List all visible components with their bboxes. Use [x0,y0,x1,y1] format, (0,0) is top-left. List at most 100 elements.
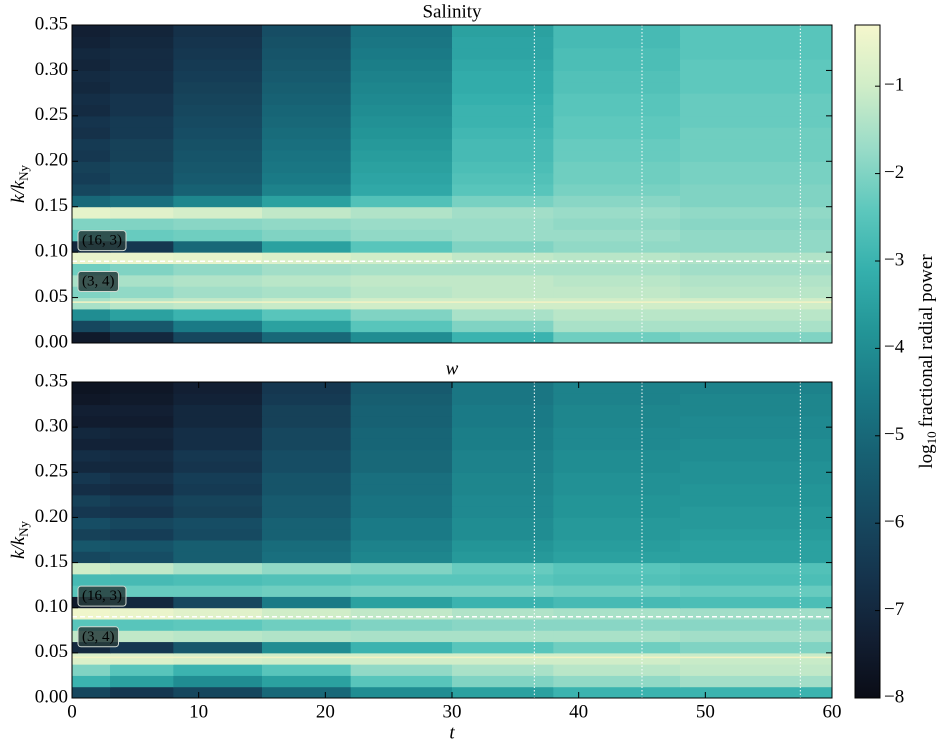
heatmap-cell [173,218,263,230]
heatmap-cell [553,585,681,597]
heatmap-cell [72,184,111,196]
heatmap-cell [72,686,111,699]
heatmap-cell [72,25,111,37]
heatmap-cell [72,664,111,676]
heatmap-cell [553,104,681,117]
heatmap-cell [173,585,263,597]
heatmap-cell [452,104,554,117]
x-tick-label: 20 [316,701,335,722]
heatmap-cell [680,115,833,128]
heatmap-cell [72,573,111,586]
heatmap-cell [262,172,352,185]
heatmap-cell [110,438,174,451]
heatmap-cell [262,540,352,552]
y-tick-label: 0.15 [35,195,68,216]
heatmap-cell [173,184,263,196]
heatmap-cell [350,59,453,71]
heatmap-cell [262,675,352,688]
heatmap-cell [72,59,111,71]
heatmap-cell [173,206,263,219]
heatmap-cell [110,427,174,439]
heatmap-cell [452,59,554,71]
heatmap-cell [553,25,681,37]
heatmap-cell [173,483,263,496]
colorbar-label: log10 fractional radial power [916,254,939,469]
heatmap-cell [350,229,453,242]
heatmap-cell [680,506,833,518]
colorbar-tick-label: −2 [884,162,904,183]
heatmap-cell [173,70,263,83]
heatmap-cell [680,195,833,208]
heatmap-cell [262,619,352,631]
heatmap-cell [452,517,554,530]
heatmap-cell [350,161,453,174]
heatmap-cell [680,573,833,586]
heatmap-cell [680,461,833,473]
heatmap-cell [173,320,263,333]
x-tick-label: 40 [569,701,588,722]
heatmap-cell [553,138,681,151]
x-tick-label: 30 [443,701,462,722]
heatmap-cell [680,528,833,541]
heatmap-cell [350,438,453,451]
heatmap-cell [350,206,453,219]
heatmap-cell [350,427,453,439]
heatmap-cell [553,483,681,496]
heatmap-cell [262,630,352,643]
heatmap-cell [110,483,174,496]
heatmap-cell [350,93,453,105]
heatmap-cell [110,206,174,219]
heatmap-cell [173,517,263,530]
heatmap-cell [72,562,111,575]
heatmap-cell [680,104,833,117]
heatmap-cell [680,70,833,83]
heatmap-cell [72,449,111,462]
heatmap-cell [452,263,554,276]
heatmap-cell [72,297,111,310]
heatmap-cell [452,252,554,264]
heatmap-cell [262,138,352,151]
heatmap-cell [553,619,681,631]
heatmap-cell [680,149,833,162]
heatmap-cell [262,263,352,276]
y-axis-label-main: k/k [8,180,29,203]
annotation-box [77,230,127,252]
heatmap-cell [553,218,681,230]
heatmap-cell [262,641,352,654]
heatmap-cell [173,641,263,654]
heatmap-cell [173,331,263,344]
heatmap-cell [72,494,111,507]
heatmap-cell [553,161,681,174]
heatmap-cell [110,70,174,83]
y-tick-label: 0.25 [35,104,68,125]
heatmap-cell [173,449,263,462]
heatmap-cell [110,36,174,49]
heatmap-cell [110,528,174,541]
heatmap-cell [72,104,111,117]
heatmap-cell [110,619,174,631]
heatmap-cell [262,607,352,620]
heatmap-cell [262,404,352,417]
heatmap-cell [452,562,554,575]
heatmap-cell [680,562,833,575]
heatmap-cell [173,427,263,439]
x-tick-label: 60 [823,701,842,722]
heatmap-cell [553,274,681,287]
x-axis-label: t [449,722,455,743]
heatmap-cell [110,229,174,242]
heatmap-cell [350,461,453,473]
heatmap-cell [452,540,554,552]
heatmap-cell [452,25,554,37]
heatmap-cell [110,393,174,406]
heatmap-cell [110,195,174,208]
heatmap-cell [680,47,833,60]
y-tick-label: 0.30 [35,59,68,80]
heatmap-cell [553,59,681,71]
heatmap-cell [350,573,453,586]
heatmap-cell [262,149,352,162]
heatmap-cell [350,81,453,94]
heatmap-cell [553,229,681,242]
heatmap-cell [262,382,352,394]
heatmap-cell [262,161,352,174]
heatmap-cell [110,81,174,94]
